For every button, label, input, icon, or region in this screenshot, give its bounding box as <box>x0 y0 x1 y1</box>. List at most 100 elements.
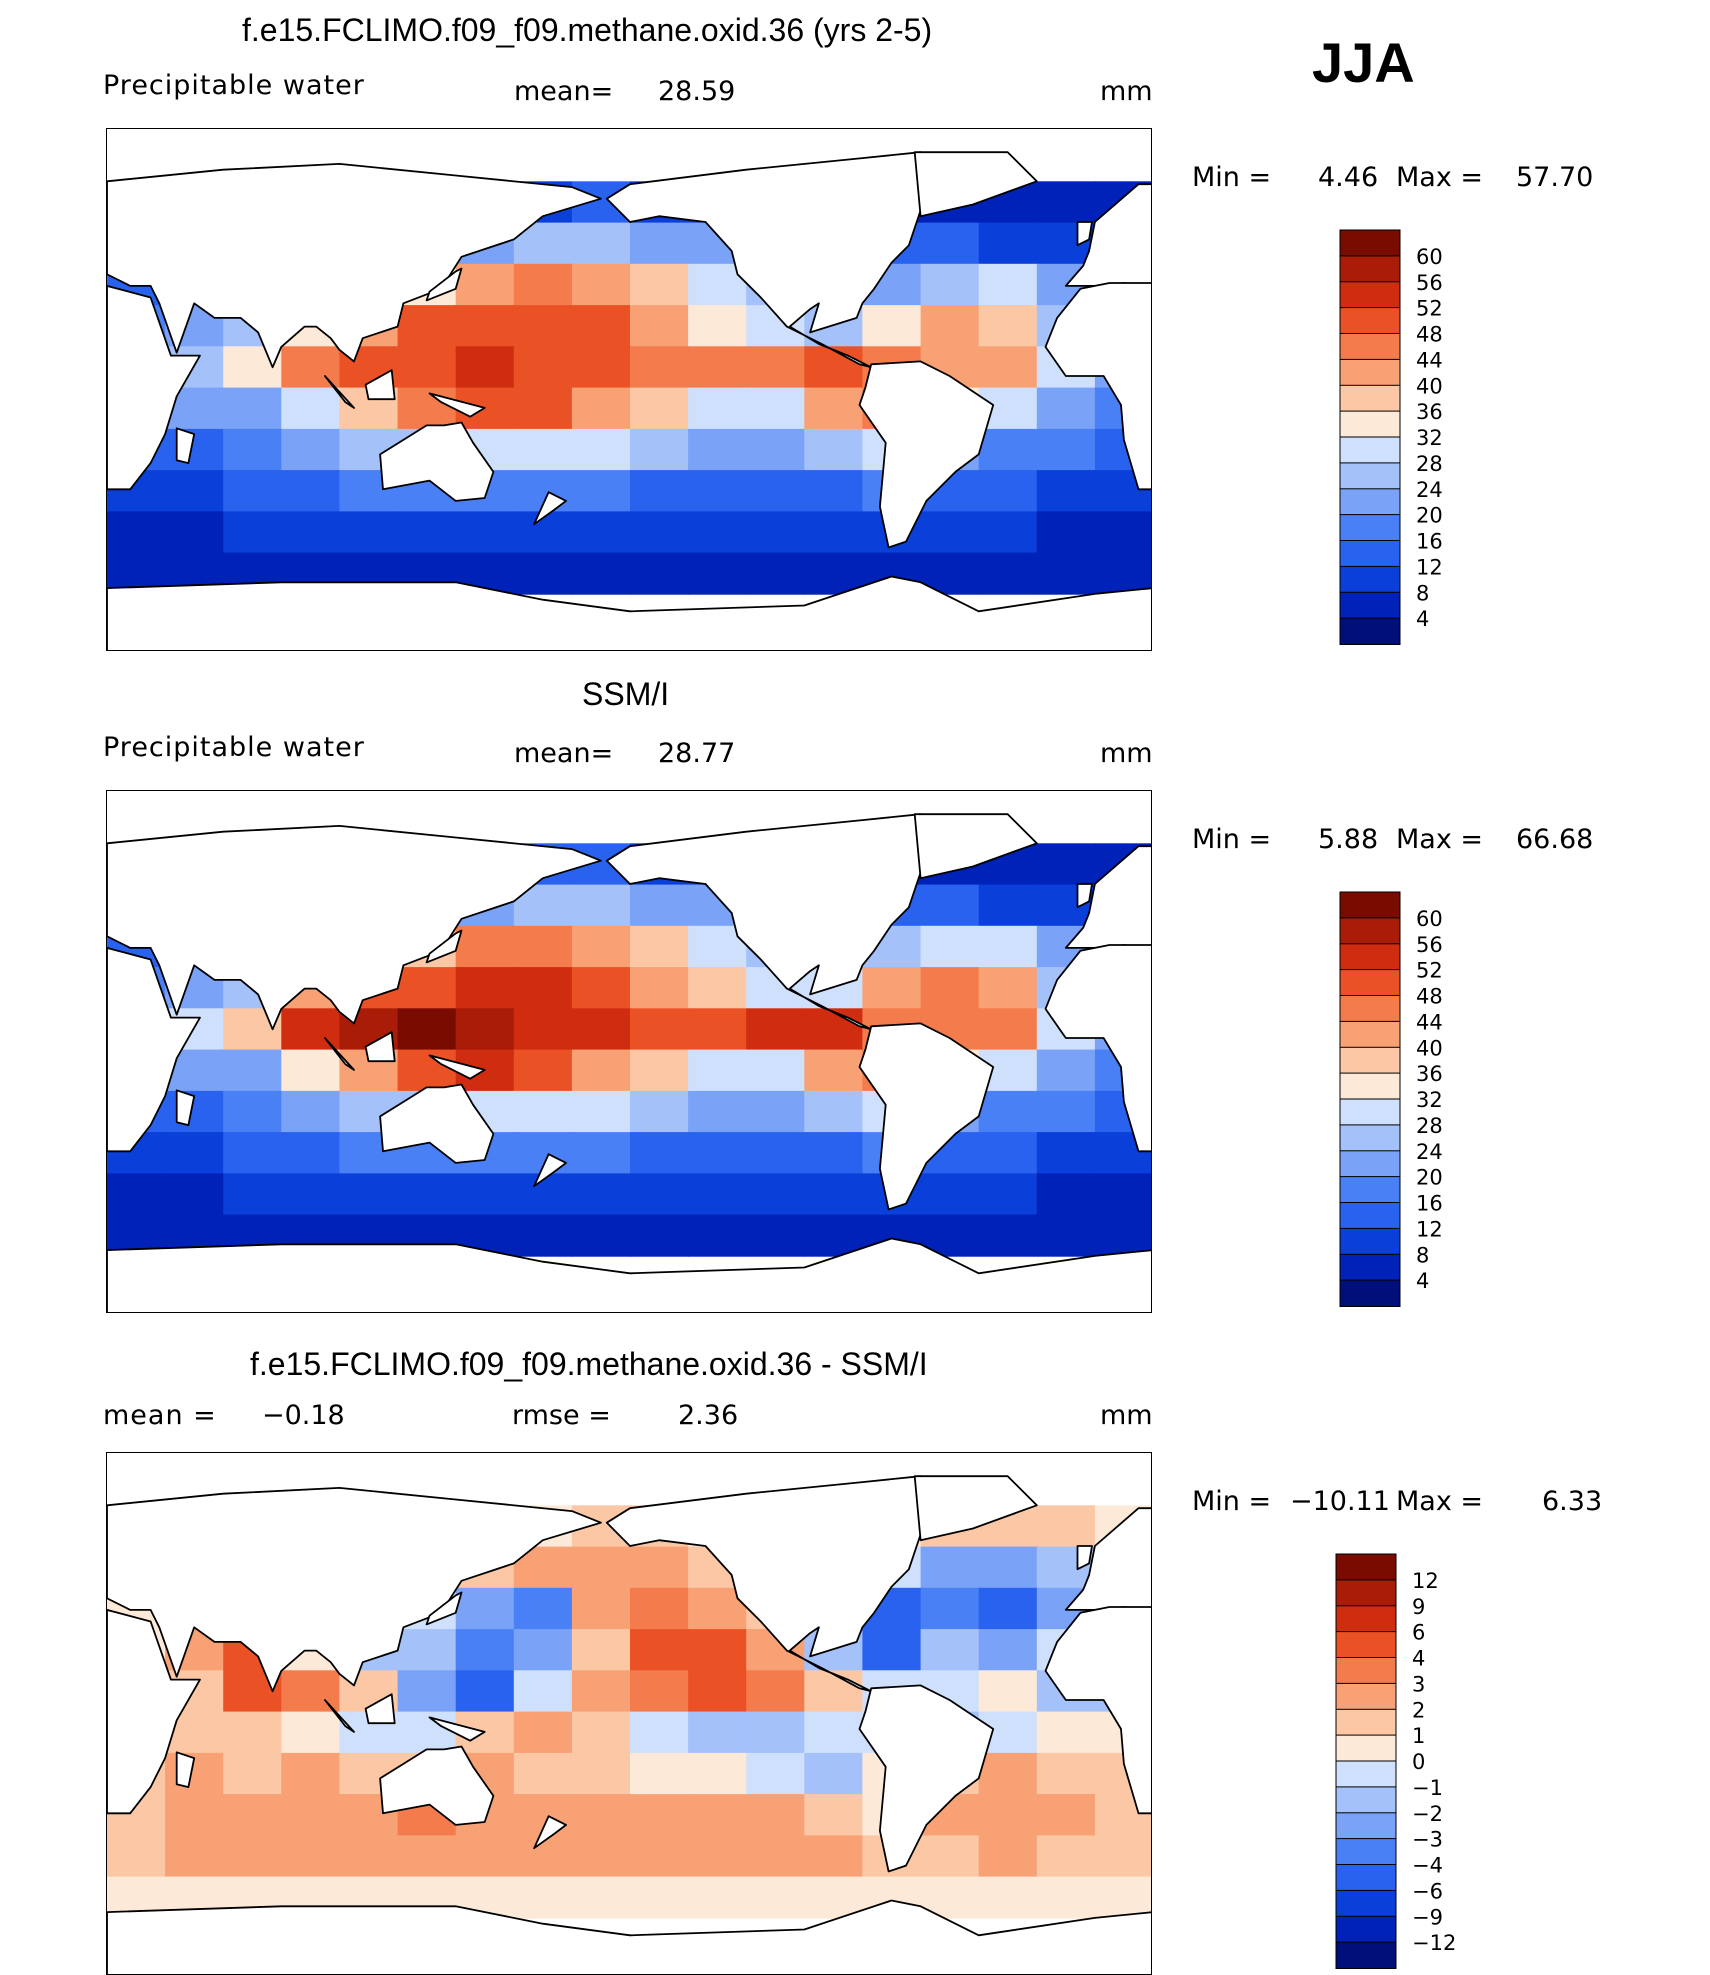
panel-2-units: mm <box>1100 738 1153 769</box>
panel-3-mean-value: −0.18 <box>262 1400 345 1431</box>
heatmap-cell <box>1037 1215 1096 1257</box>
heatmap-cell <box>339 1835 398 1877</box>
heatmap-cell <box>921 1835 980 1877</box>
colorbar-box <box>1340 1280 1400 1306</box>
heatmap-cell <box>1037 511 1096 553</box>
heatmap-cell <box>572 1215 631 1257</box>
heatmap-cell <box>630 885 689 927</box>
heatmap-cell <box>979 264 1038 306</box>
heatmap-cell <box>339 511 398 553</box>
heatmap-cell <box>804 1091 863 1133</box>
heatmap-cell <box>456 1173 515 1215</box>
heatmap-cell <box>165 1173 224 1215</box>
heatmap-cell <box>223 1835 282 1877</box>
colorbar-tick-label: 32 <box>1416 1088 1443 1112</box>
colorbar-box <box>1340 592 1400 618</box>
heatmap-cell <box>804 1753 863 1795</box>
heatmap-cell <box>514 1629 573 1671</box>
heatmap-cell <box>862 967 921 1009</box>
colorbar-tick-label: 3 <box>1412 1672 1425 1696</box>
colorbar-tick-label: 12 <box>1416 555 1443 579</box>
colorbar-box <box>1340 230 1400 256</box>
heatmap-cell <box>804 388 863 430</box>
colorbar-tick-label: 60 <box>1416 907 1443 931</box>
heatmap-cell <box>979 511 1038 553</box>
colorbar-box <box>1336 1709 1396 1735</box>
colorbar-box <box>1336 1761 1396 1787</box>
heatmap-cell <box>630 1547 689 1589</box>
colorbar-box <box>1340 996 1400 1022</box>
heatmap-cell <box>746 1712 805 1754</box>
heatmap-cell <box>630 1629 689 1671</box>
heatmap-cell <box>1037 1835 1096 1877</box>
heatmap-cell <box>630 1835 689 1877</box>
heatmap-cell <box>514 1753 573 1795</box>
heatmap-cell <box>688 1877 747 1919</box>
heatmap-cell <box>398 1008 457 1050</box>
heatmap-cell <box>572 305 631 347</box>
heatmap-cell <box>456 1008 515 1050</box>
heatmap-cell <box>921 1547 980 1589</box>
heatmap-cell <box>746 1173 805 1215</box>
heatmap-cell <box>514 264 573 306</box>
heatmap-cell <box>223 470 282 512</box>
heatmap-cell <box>921 511 980 553</box>
heatmap-cell <box>630 1050 689 1092</box>
heatmap-cell <box>630 429 689 471</box>
heatmap-cell <box>979 1835 1038 1877</box>
heatmap-cell <box>281 1835 340 1877</box>
colorbar-box <box>1340 437 1400 463</box>
colorbar-tick-label: 48 <box>1416 985 1443 1009</box>
heatmap-cell <box>979 470 1038 512</box>
heatmap-cell <box>514 1877 573 1919</box>
panel-3-min-value: −10.11 <box>1290 1486 1390 1517</box>
heatmap-cell <box>572 1008 631 1050</box>
heatmap-cell <box>979 553 1038 595</box>
heatmap-cell <box>921 926 980 968</box>
colorbar-box <box>1336 1942 1396 1968</box>
heatmap-cell <box>281 470 340 512</box>
colorbar-box <box>1340 1125 1400 1151</box>
heatmap-cell <box>979 967 1038 1009</box>
heatmap-cell <box>630 926 689 968</box>
heatmap-cell <box>572 967 631 1009</box>
colorbar-box <box>1340 489 1400 515</box>
heatmap-cell <box>1037 429 1096 471</box>
heatmap-cell <box>630 511 689 553</box>
heatmap-cell <box>339 1173 398 1215</box>
heatmap-cell <box>1037 843 1096 885</box>
heatmap-cell <box>572 1547 631 1589</box>
colorbar-box <box>1340 541 1400 567</box>
heatmap-cell <box>979 1588 1038 1630</box>
heatmap-cell <box>1037 553 1096 595</box>
heatmap-cell <box>979 346 1038 388</box>
colorbar-tick-label: 40 <box>1416 1036 1443 1060</box>
heatmap-cell <box>688 1050 747 1092</box>
heatmap-cell <box>979 1132 1038 1174</box>
heatmap-cell <box>572 1712 631 1754</box>
heatmap-cell <box>572 1050 631 1092</box>
heatmap-cell <box>630 1588 689 1630</box>
heatmap-cell <box>572 470 631 512</box>
panel-2-title: SSM/I <box>582 676 669 713</box>
colorbar-box <box>1336 1865 1396 1891</box>
heatmap-cell <box>688 1629 747 1671</box>
heatmap-cell <box>979 1547 1038 1589</box>
heatmap-cell <box>688 1091 747 1133</box>
heatmap-cell <box>804 1835 863 1877</box>
heatmap-cell <box>746 388 805 430</box>
heatmap-cell <box>804 511 863 553</box>
heatmap-cell <box>398 967 457 1009</box>
heatmap-cell <box>688 470 747 512</box>
heatmap-cell <box>630 470 689 512</box>
panel-3-units: mm <box>1100 1400 1153 1431</box>
heatmap-cell <box>572 1091 631 1133</box>
heatmap-cell <box>979 1877 1038 1919</box>
panel-2-mean-value: 28.77 <box>658 738 735 769</box>
colorbar-box <box>1340 892 1400 918</box>
panel-3-title: f.e15.FCLIMO.f09_f09.methane.oxid.36 - S… <box>250 1346 928 1383</box>
heatmap-cell <box>456 967 515 1009</box>
panel-3-mean-label: mean = <box>103 1400 217 1431</box>
